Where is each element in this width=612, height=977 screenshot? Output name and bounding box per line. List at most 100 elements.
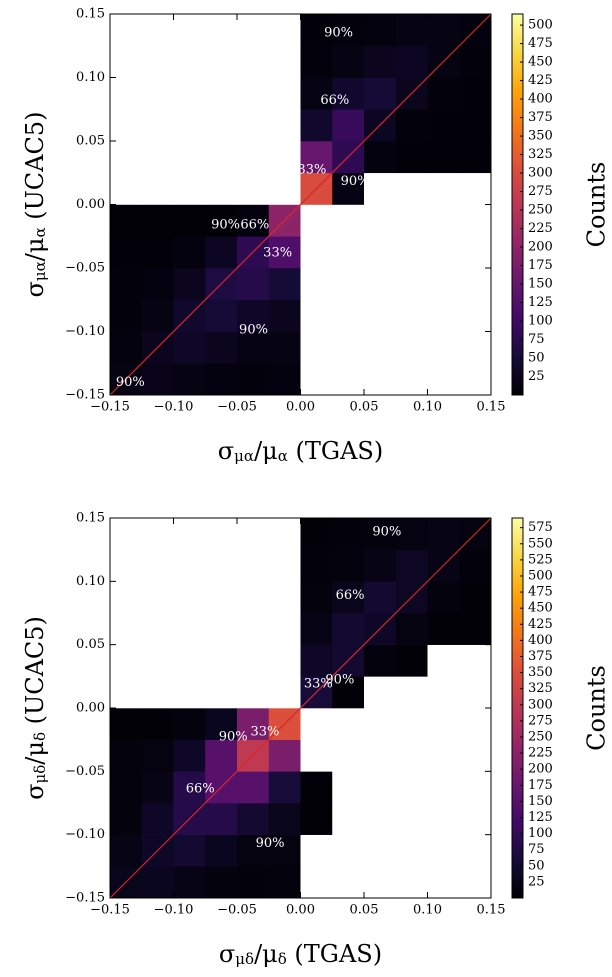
heatmap-cell [395,331,428,364]
colorbar-tick-label: 175 [528,778,553,793]
colorbar-tick-label: 225 [528,221,553,236]
heatmap-cell [459,644,492,677]
heatmap-cell [173,363,206,396]
heatmap-cell [300,613,333,645]
heatmap-cell [268,803,301,835]
colorbar-tick-label: 75 [528,842,545,857]
contour-label: 66% [320,93,349,108]
heatmap-cell [300,866,333,899]
x-axis-label: σμδ/μδ (TGAS) [219,940,382,968]
colorbar-tick-label: 325 [528,147,553,162]
y-tick-label: 0.00 [76,701,105,716]
heatmap-cell [205,299,238,332]
heatmap-cell [459,708,492,740]
heatmap-cell [300,141,333,174]
heatmap-cell [141,45,174,78]
heatmap-cell [173,834,206,867]
x-axis-label-part: δ [278,950,287,968]
heatmap-cell [364,172,397,205]
heatmap-cell [110,834,143,867]
heatmap-cell [268,109,301,142]
colorbar-tick-label: 250 [528,729,553,744]
heatmap-cell [268,14,301,47]
y-tick-label: 0.00 [76,197,105,212]
heatmap-cell [332,613,365,645]
heatmap-cell [268,581,301,614]
heatmap-cell [395,834,428,867]
heatmap-cell [300,549,333,582]
heatmap-cell [205,866,238,899]
heatmap-cell [141,14,174,47]
heatmap-cell [332,109,365,142]
heatmap-cell [268,549,301,582]
heatmap-cell [205,77,238,110]
heatmap-cell [395,14,428,47]
x-axis-label: σμα/μα (TGAS) [218,437,383,465]
heatmap-cell [395,363,428,396]
heatmap-cell [427,14,460,47]
heatmap-cell [237,581,270,614]
heatmap-cell [427,172,460,205]
heatmap-cell [268,141,301,174]
colorbar-tick-label: 450 [528,55,553,70]
heatmap-cell [459,771,492,804]
heatmap-cell [205,676,238,709]
heatmap-cell [205,331,238,364]
heatmap-cell [332,268,365,301]
heatmap-cell [459,141,492,174]
heatmap-cell [110,676,143,709]
colorbar-tick-label: 300 [528,697,553,712]
heatmap-cell [173,739,206,772]
heatmap-cell [364,45,397,78]
heatmap-cell [459,866,492,899]
colorbar-label: Counts [583,162,611,248]
heatmap-cell [205,141,238,174]
colorbar-label: Counts [583,665,611,751]
heatmap-cell [332,739,365,772]
heatmap-cell [110,549,143,582]
heatmap-cell [237,299,270,332]
heatmap-cell [395,739,428,772]
heatmap-cell [110,739,143,772]
colorbar-tick-label: 100 [528,314,553,329]
heatmap-cell [141,613,174,645]
heatmap-cell [173,644,206,677]
y-axis-label-part: σ [21,281,49,297]
heatmap-cell [237,518,270,550]
x-axis-label-part: α [278,447,288,465]
heatmap-cell [427,268,460,301]
heatmap-cell [173,236,206,269]
y-axis-label-part: /μ [21,238,49,262]
x-tick-label: 0.15 [477,400,506,415]
colorbar-tick-label: 350 [528,129,553,144]
x-tick-label: 0.10 [413,903,442,918]
heatmap-cell [300,109,333,142]
x-tick-label: 0.10 [413,400,442,415]
heatmap-cell [110,77,143,110]
heatmap-cell [364,77,397,110]
heatmap-cell [237,109,270,142]
heatmap-cell [141,771,174,804]
heatmap-cell [332,866,365,899]
colorbar-tick-label: 275 [528,713,553,728]
heatmap-cell [268,172,301,205]
contour-label: 90% [211,217,240,232]
heatmap-cell [173,14,206,47]
heatmap-cell [395,172,428,205]
heatmap-cell [427,581,460,614]
heatmap-cell [300,644,333,677]
heatmap-cell [300,14,333,47]
heatmap-cell [459,613,492,645]
heatmap-cell [427,676,460,709]
heatmap-cell [173,109,206,142]
colorbar [511,517,524,899]
heatmap-cell [300,803,333,835]
heatmap-cell [364,363,397,396]
heatmap-cell [332,518,365,550]
heatmap-cell [364,14,397,47]
heatmap-cell [141,172,174,205]
x-axis-label-part: /μ [254,940,278,968]
x-axis-label-part: σ [218,437,234,465]
heatmap-cell [427,109,460,142]
x-axis-label-part: σ [219,940,235,968]
